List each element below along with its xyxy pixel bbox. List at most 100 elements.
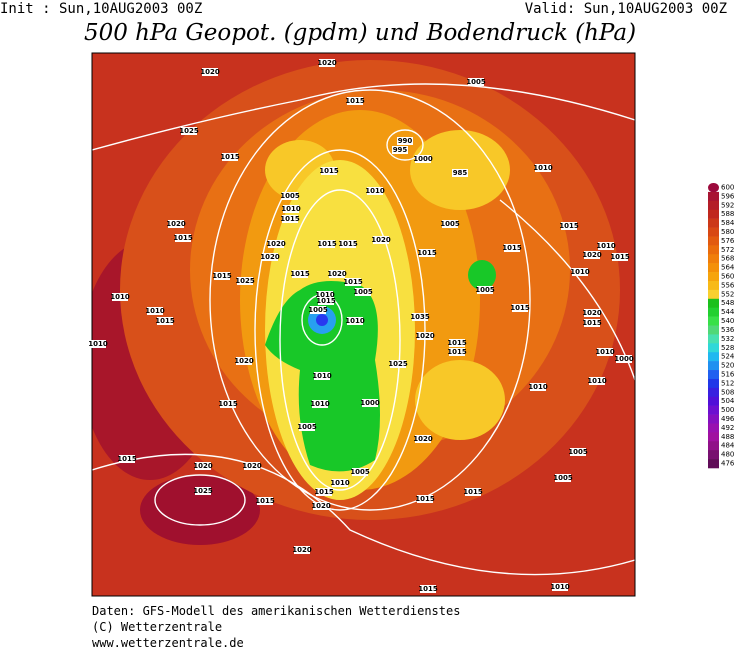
isobar-label-bg <box>449 348 465 356</box>
isobar-label-bg <box>589 377 605 385</box>
init-time: Init : Sun,10AUG2003 00Z <box>0 1 202 17</box>
colorbar-swatch <box>708 325 719 335</box>
colorbar-label: 600 <box>721 183 734 191</box>
colorbar-label: 596 <box>721 192 734 200</box>
isobar-label-bg <box>214 272 230 280</box>
isobar-label: 1020 <box>415 332 435 340</box>
isobar-label: 1015 <box>343 278 363 286</box>
isobar-label-bg <box>321 167 337 175</box>
isobar-label-bg <box>262 253 278 261</box>
colorbar-label: 500 <box>721 406 734 414</box>
isobar-label-bg <box>175 234 191 242</box>
isobar-label-bg <box>340 240 356 248</box>
colorbar-label: 544 <box>721 308 734 316</box>
isobar-label: 1015 <box>212 272 232 280</box>
isobar-label: 1015 <box>255 497 275 505</box>
isobar-label-bg <box>282 215 298 223</box>
isobar-label: 1020 <box>582 309 602 317</box>
map-frame <box>91 52 636 597</box>
colorbar-label: 560 <box>721 273 734 281</box>
isobar-label: 1015 <box>559 222 579 230</box>
isobar-label-bg <box>90 340 106 348</box>
isobar-label-bg <box>584 251 600 259</box>
colorbar-swatch <box>708 316 719 326</box>
isobar-label: 1010 <box>533 164 553 172</box>
valid-time: Valid: Sun,10AUG2003 00Z <box>525 1 727 17</box>
colorbar-label: 592 <box>721 201 734 209</box>
map-field <box>92 53 635 596</box>
isobar-label-bg <box>313 502 329 510</box>
isobar-label-bg <box>449 339 465 347</box>
colorbar-label: 512 <box>721 379 734 387</box>
isobar-label-bg <box>530 383 546 391</box>
colorbar-label: 480 <box>721 451 734 459</box>
isobar-label-bg <box>412 313 428 321</box>
isobar-label-bg <box>347 97 363 105</box>
colorbar-swatch <box>708 245 719 255</box>
isobar-label-bg <box>355 288 371 296</box>
colorbar-label: 476 <box>721 460 734 468</box>
colorbar-label: 552 <box>721 290 734 298</box>
isobar-label: 1010 <box>595 348 615 356</box>
isobar-label-bg <box>237 277 253 285</box>
isobar-label-bg <box>598 242 614 250</box>
isobar-label: 1015 <box>582 319 602 327</box>
isobar-label-bg <box>294 546 310 554</box>
isobar-label: 1010 <box>570 268 590 276</box>
isobar-label-bg <box>268 240 284 248</box>
colorbar-swatch <box>708 387 719 398</box>
isobar-label-bg <box>442 220 458 228</box>
isobar-label: 1010 <box>315 291 335 299</box>
isobar-label: 1015 <box>610 253 630 261</box>
colorbar-swatch <box>708 423 719 433</box>
isobar-label-bg <box>420 585 436 593</box>
colorbar-label: 516 <box>721 370 734 378</box>
isobar-label-bg <box>584 309 600 317</box>
isobar-label-bg <box>584 319 600 327</box>
isobar-label-bg <box>468 78 484 86</box>
colorbar-swatch <box>708 414 719 424</box>
footer-url: www.wetterzentrale.de <box>92 636 244 648</box>
colorbar-label: 528 <box>721 344 734 352</box>
isobar-label: 1015 <box>415 495 435 503</box>
isobar-label-bg <box>415 155 431 163</box>
isobar-label-bg <box>352 468 368 476</box>
colorbar-swatch <box>708 432 719 442</box>
isobar-label-bg <box>597 348 613 356</box>
colorbar-swatch <box>708 298 719 308</box>
isobar-label: 1015 <box>220 153 240 161</box>
isobar-label: 1000 <box>360 399 380 407</box>
isobar-label: 1005 <box>466 78 486 86</box>
isobar-label: 1005 <box>353 288 373 296</box>
isobar-label: 1005 <box>308 306 328 314</box>
isobar-label: 1025 <box>193 487 213 495</box>
isobar-label: 1010 <box>312 372 332 380</box>
isobar-label-bg <box>282 192 298 200</box>
colorbar-swatch <box>708 352 719 362</box>
isobar-label-bg <box>319 240 335 248</box>
colorbar-swatch <box>708 209 719 219</box>
isobar-label-bg <box>318 297 334 305</box>
isobar-label: 1015 <box>314 488 334 496</box>
isobar-label: 1010 <box>88 340 108 348</box>
isobar-label: 1005 <box>297 423 317 431</box>
isobar-label: 1005 <box>568 448 588 456</box>
isobar-label: 1010 <box>145 307 165 315</box>
isobar-label: 1015 <box>173 234 193 242</box>
isobar-label: 1020 <box>327 270 347 278</box>
isobar-label: 1015 <box>317 240 337 248</box>
isobar-label-bg <box>310 306 326 314</box>
colorbar-swatch <box>708 183 719 193</box>
isobar-label: 1000 <box>413 155 433 163</box>
isobar-label-bg <box>220 400 236 408</box>
isobar-label-bg <box>397 137 413 145</box>
colorbar-swatch <box>708 289 719 300</box>
isobar-label: 1020 <box>292 546 312 554</box>
isobar-label: 1015 <box>290 270 310 278</box>
isobar-label-bg <box>312 400 328 408</box>
isobar-label: 1015 <box>502 244 522 252</box>
isobar-label: 1020 <box>582 251 602 259</box>
isobar-label: 1005 <box>475 286 495 294</box>
colorbar-swatch <box>708 218 719 228</box>
isobar-label: 1015 <box>316 297 336 305</box>
